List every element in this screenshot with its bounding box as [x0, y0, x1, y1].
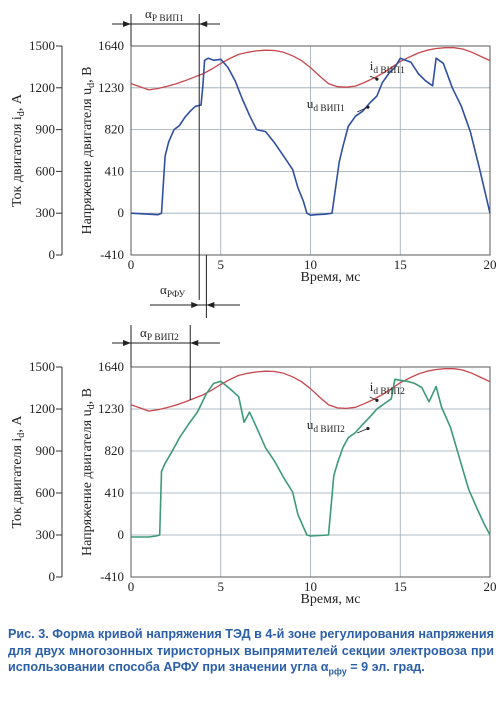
series-label-current: id ВИП1 — [370, 58, 405, 76]
figure-caption: Рис. 3. Форма кривой напряжения ТЭД в 4-… — [8, 626, 494, 680]
caption-text-end: = 9 эл. град. — [346, 660, 425, 674]
alpha1-arrow-left — [123, 21, 131, 27]
voltage-tick-label: 1640 — [98, 359, 124, 374]
voltage-tick-label: 410 — [105, 163, 125, 178]
y-axis-label-voltage: Напряжение двигателя ud, В — [80, 67, 97, 235]
y-axis-label-current-tail: , А — [10, 93, 25, 111]
alpha-label-rfu-sub: РФУ — [167, 290, 186, 300]
alpha-rfu-arrow-right — [206, 302, 215, 308]
x-tick-label: 5 — [218, 579, 225, 594]
voltage-tick-label: 0 — [118, 527, 125, 542]
alpha-label-rfu-main: α — [160, 282, 167, 297]
alpha1-arrow-right — [199, 21, 208, 27]
x-axis-label: Время, мс — [301, 270, 361, 285]
x-tick-label: 15 — [394, 579, 407, 594]
series-label-dot-current — [375, 398, 379, 402]
x-axis-label: Время, мс — [301, 592, 361, 607]
y-axis-label-current-sub: d — [16, 111, 27, 116]
series-label-current-sub: d ВИП1 — [373, 66, 405, 76]
current-tick-label: 0 — [49, 247, 56, 262]
current-tick-label: 1500 — [29, 38, 55, 53]
current-tick-label: 600 — [36, 163, 56, 178]
current-tick-label: 600 — [36, 485, 56, 500]
alpha2-arrow-right — [190, 340, 199, 346]
current-tick-label: 1200 — [29, 401, 55, 416]
voltage-tick-label: 1640 — [98, 38, 124, 53]
y-axis-label-current-tail: , А — [10, 415, 25, 433]
current-tick-label: 900 — [36, 443, 56, 458]
x-tick-label: 0 — [128, 579, 135, 594]
y-axis-label-current-main: Ток двигателя i — [10, 438, 25, 529]
current-tick-label: 300 — [36, 527, 56, 542]
series-line-current — [130, 47, 491, 91]
plot-frame — [130, 45, 491, 256]
series-line-current — [130, 368, 491, 412]
series-line-voltage — [131, 378, 491, 538]
x-tick-label: 20 — [484, 579, 497, 594]
caption-text: Рис. 3. Форма кривой напряжения ТЭД в 4-… — [8, 627, 494, 674]
alpha-label-vip2: αР ВИП2 — [140, 325, 179, 343]
alpha-label-vip2-main: α — [140, 325, 147, 340]
x-tick-label: 20 — [484, 257, 497, 272]
series-label-dot-current — [375, 77, 379, 81]
chart-panel-bottom: -410 0 410 820 1230 1640 0 300 600 900 1200 1500 0 5 1… — [10, 359, 497, 607]
series-label-voltage: ud ВИП2 — [307, 417, 345, 435]
series-label-current: id ВИП2 — [370, 379, 405, 397]
current-tick-label: 0 — [49, 569, 56, 584]
series-label-dot-voltage — [366, 426, 370, 431]
y-axis-label-voltage-main: Напряжение двигателя u — [80, 409, 95, 556]
voltage-tick-label: -410 — [100, 247, 124, 262]
x-tick-label: 5 — [218, 257, 225, 272]
alpha-label-rfu: αРФУ — [160, 282, 186, 300]
alpha-label-vip1-main: α — [145, 6, 152, 21]
alpha2-arrow-left — [123, 340, 131, 346]
current-tick-label: 1500 — [29, 359, 55, 374]
caption-alpha-sub: рфу — [328, 666, 347, 677]
y-axis-label-voltage-main: Напряжение двигателя u — [80, 88, 95, 235]
series-label-voltage-sub: d ВИП1 — [313, 104, 345, 114]
current-tick-label: 1200 — [29, 80, 55, 95]
series-label-current-main: i — [370, 58, 374, 73]
y-axis-label-current: Ток двигателя id, А — [10, 93, 27, 207]
chart-panel-top: -410 0 410 820 1230 1640 0 300 600 900 1200 1500 0 5 1… — [10, 38, 497, 285]
alpha-label-vip2-sub: Р ВИП2 — [147, 333, 179, 343]
series-label-dot-voltage — [366, 105, 370, 109]
series-line-voltage — [130, 57, 491, 216]
voltage-tick-label: -410 — [100, 569, 124, 584]
y-axis-label-voltage-sub: d — [86, 404, 97, 409]
voltage-tick-label: 820 — [105, 122, 125, 137]
current-tick-label: 300 — [36, 205, 56, 220]
voltage-tick-label: 1230 — [98, 401, 124, 416]
alpha-label-vip1-sub: Р ВИП1 — [152, 14, 184, 24]
x-tick-label: 0 — [128, 257, 135, 272]
current-tick-label: 900 — [36, 122, 56, 137]
y-axis-label-current: Ток двигателя id, А — [10, 415, 27, 529]
y-axis-label-current-main: Ток двигателя i — [10, 116, 25, 207]
alpha-label-vip1: αР ВИП1 — [145, 6, 184, 24]
voltage-tick-label: 410 — [105, 485, 125, 500]
series-label-current-main: i — [370, 379, 374, 394]
voltage-tick-label: 1230 — [98, 80, 124, 95]
series-label-voltage: ud ВИП1 — [307, 96, 345, 114]
y-axis-label-current-sub: d — [16, 433, 27, 438]
plot-frame — [130, 366, 491, 578]
y-axis-label-voltage-tail: , В — [80, 67, 95, 83]
series-label-voltage-main: u — [307, 96, 314, 111]
series-label-voltage-main: u — [307, 417, 314, 432]
x-tick-label: 10 — [304, 579, 317, 594]
x-tick-label: 15 — [394, 257, 407, 272]
alpha-rfu-arrow-left — [191, 302, 200, 308]
series-label-voltage-sub: d ВИП2 — [313, 425, 345, 435]
series-label-pointer-voltage — [357, 106, 369, 113]
y-axis-label-voltage-tail: , В — [80, 388, 95, 404]
voltage-tick-label: 0 — [118, 205, 125, 220]
y-axis-label-voltage: Напряжение двигателя ud, В — [80, 388, 97, 556]
y-axis-label-voltage-sub: d — [86, 83, 97, 88]
x-tick-label: 10 — [304, 257, 317, 272]
series-label-pointer-voltage — [357, 428, 369, 434]
voltage-tick-label: 820 — [105, 443, 125, 458]
series-label-current-sub: d ВИП2 — [373, 387, 405, 397]
